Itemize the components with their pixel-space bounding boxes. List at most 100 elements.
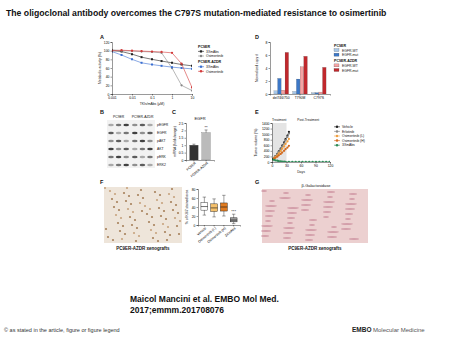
ihc-cell (146, 213, 148, 215)
tick-mark (185, 138, 187, 139)
ihc-cell (121, 238, 123, 240)
ihc-cell (150, 229, 152, 231)
tick-mark (111, 51, 113, 52)
tissue-streak (283, 237, 291, 239)
data-point (151, 64, 153, 66)
tissue-streak (305, 229, 317, 231)
blot-band (147, 124, 153, 126)
tick-label: 80 (106, 58, 110, 62)
tick: 8 (266, 41, 270, 45)
caption: PC9ER-AZDR xenografts (116, 246, 170, 251)
tissue-streak (287, 222, 293, 224)
row-label: ERK2 (157, 163, 166, 167)
ihc-cell (165, 218, 167, 220)
data-point (140, 50, 142, 52)
tick: 0.1 (150, 94, 155, 100)
tick: 3XmAbs (224, 225, 237, 238)
y-axis-title: Normalized copy # (255, 54, 259, 82)
bar (319, 92, 323, 94)
legend-title: PC9ER (198, 45, 210, 49)
row-label: pAKT (157, 139, 165, 143)
row-label: EGFR (157, 131, 167, 135)
plot-area (190, 130, 211, 160)
chart-panel: DNormalized copy #PC9EREGFR-WTEGFR-mutPC… (255, 34, 358, 100)
error-bar (206, 130, 207, 133)
tick: 40 (106, 75, 112, 79)
tissue-streak (265, 220, 271, 222)
ihc-image (104, 187, 182, 243)
ihc-cell (107, 236, 109, 238)
blot-band (132, 148, 138, 150)
series-line (272, 146, 289, 159)
data-point (274, 157, 276, 159)
ihc-cell (141, 210, 143, 212)
slide-title: The oligoclonal antibody overcomes the C… (6, 8, 386, 18)
ihc-cell (158, 207, 160, 209)
data-point (298, 161, 300, 162)
tissue-streak (305, 234, 315, 236)
tick-mark (197, 189, 199, 190)
data-point (284, 143, 286, 145)
tick: 400 (264, 149, 272, 153)
tissue-streak (323, 206, 333, 208)
tick-label: 20 (192, 215, 196, 219)
ihc-cell (125, 200, 127, 202)
series-line (272, 132, 289, 159)
tick-label: 0 (268, 161, 270, 165)
panel-letter: B (100, 109, 104, 115)
blot-band (108, 156, 114, 158)
row-label: pERK (157, 155, 167, 159)
blot-band (108, 164, 114, 166)
tick-label: 0 (266, 93, 268, 97)
staining-image-panel: Gβ-GalactosidasePC9ER-AZDR xenografts (255, 179, 368, 251)
y-axis-title: % of KI67 stained area (185, 190, 189, 224)
blot-band (116, 164, 122, 166)
tick: 120 (104, 41, 112, 45)
ihc-cell (152, 237, 154, 239)
legend-swatch (200, 50, 202, 52)
tissue-streak (327, 231, 339, 233)
whisker-cap (222, 195, 225, 196)
data-point (281, 145, 283, 147)
tick: 2 (266, 80, 270, 84)
legend-title: PC9ER (334, 44, 346, 48)
blot-band (132, 140, 138, 142)
ihc-cell (138, 235, 140, 237)
tick: 1200 (262, 127, 272, 131)
tick-mark (111, 94, 113, 95)
legend-swatch (334, 53, 339, 56)
box (220, 203, 227, 211)
tick-label: 0 (272, 164, 274, 168)
panel-letter: F (100, 179, 104, 185)
data-point (181, 67, 183, 69)
tick-mark (269, 68, 271, 69)
chart-panel: F% of KI67 stained area***VehicleOsimert… (100, 179, 241, 244)
data-point (311, 161, 313, 162)
tick-mark (271, 129, 273, 130)
tick: PC9ER-AZDR (190, 160, 210, 178)
panel-letter: C (172, 109, 176, 115)
data-point (288, 145, 290, 147)
blot-band (116, 156, 122, 158)
ihc-cell (171, 188, 173, 190)
tick: 0.001 (108, 94, 117, 100)
legend-label: Osimertinib (206, 70, 223, 74)
tissue-streak (349, 193, 357, 195)
data-point (278, 154, 280, 156)
tick: 6 (266, 54, 270, 58)
figure-container: The oligoclonal antibody overcomes the C… (0, 0, 450, 338)
tick: 30 (285, 162, 289, 168)
data-point (325, 161, 327, 162)
data-point (284, 139, 286, 141)
ihc-cell (175, 204, 177, 206)
tissue-streak (283, 227, 295, 229)
tissue-streak (287, 217, 295, 219)
tick-label: 80 (192, 188, 196, 192)
legend-swatch (200, 70, 203, 73)
legend-label: 3XmAbs (206, 65, 219, 69)
ihc-cell (156, 199, 158, 201)
tick-mark (269, 42, 271, 43)
legend-swatch (336, 126, 339, 129)
tissue-streak (261, 235, 269, 237)
data-point (171, 52, 173, 54)
